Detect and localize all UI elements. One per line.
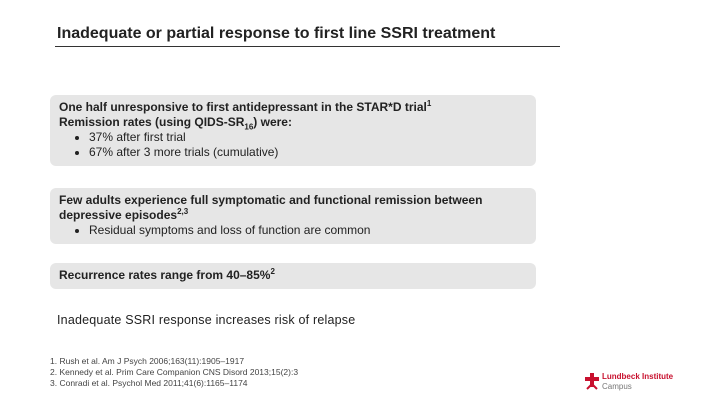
box-line: One half unresponsive to first antidepre… (59, 100, 527, 115)
box-line: Recurrence rates range from 40–85%2 (59, 268, 527, 283)
citation: 2 (270, 267, 275, 276)
box-line: Remission rates (using QIDS-SR16) were: (59, 115, 527, 132)
bullet: 37% after first trial (89, 130, 527, 145)
callout-box: Recurrence rates range from 40–85%2 (50, 263, 536, 289)
logo: Lundbeck Institute Campus (585, 372, 673, 392)
callout-box: One half unresponsive to first antidepre… (50, 95, 536, 166)
citation: 2,3 (177, 207, 189, 216)
references: 1. Rush et al. Am J Psych 2006;163(11):1… (50, 356, 298, 389)
statement: Inadequate SSRI response increases risk … (57, 313, 356, 327)
reference: 3. Conradi et al. Psychol Med 2011;41(6)… (50, 378, 248, 388)
line-text: ) were: (253, 115, 292, 129)
box-line: Few adults experience full symptomatic a… (59, 193, 527, 223)
logo-tagline: Campus (602, 382, 632, 391)
line-text: Few adults experience full symptomatic a… (59, 193, 483, 222)
title-rule (55, 46, 560, 47)
line-text: Recurrence rates range from 40–85% (59, 268, 271, 282)
callout-box: Few adults experience full symptomatic a… (50, 188, 536, 244)
reference: 2. Kennedy et al. Prim Care Companion CN… (50, 367, 299, 377)
bullet: 67% after 3 more trials (cumulative) (89, 145, 527, 160)
citation: 1 (426, 99, 432, 108)
bullet: Residual symptoms and loss of function a… (89, 223, 527, 238)
logo-icon (585, 373, 599, 390)
reference: 1. Rush et al. Am J Psych 2006;163(11):1… (50, 356, 245, 366)
line-text: Remission rates (using QIDS-SR (59, 115, 245, 129)
slide-title: Inadequate or partial response to first … (57, 25, 496, 42)
bullet-list: Residual symptoms and loss of function a… (59, 223, 527, 238)
logo-name: Lundbeck Institute (602, 372, 674, 381)
subscript: 16 (244, 122, 254, 132)
line-text: One half unresponsive to first antidepre… (59, 100, 427, 114)
bullet-list: 37% after first trial67% after 3 more tr… (59, 130, 527, 160)
